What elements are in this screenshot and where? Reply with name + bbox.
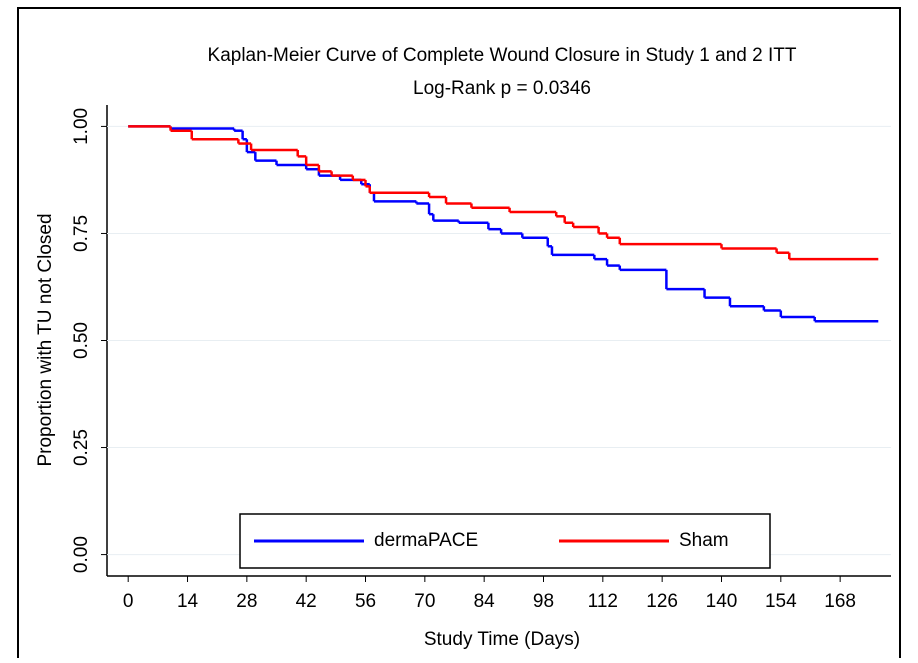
x-tick-label: 168 (824, 591, 856, 612)
x-tick-label: 154 (765, 591, 797, 612)
y-tick-label: 0.00 (71, 536, 92, 573)
x-tick-label: 112 (588, 591, 618, 612)
series-line (128, 125, 879, 261)
x-tick-label: 70 (414, 591, 435, 612)
x-axis-label: Study Time (Days) (424, 629, 580, 650)
y-axis-label: Proportion with TU not Closed (35, 213, 56, 466)
legend-label: Sham (679, 530, 729, 551)
legend-label: dermaPACE (374, 530, 478, 551)
x-tick-label: 28 (236, 591, 257, 612)
x-tick-label: 84 (474, 591, 496, 612)
x-tick-label: 42 (296, 591, 317, 612)
x-tick-label: 126 (646, 591, 678, 612)
x-tick-label: 56 (355, 591, 376, 612)
chart-title: Kaplan-Meier Curve of Complete Wound Clo… (208, 45, 797, 66)
x-tick-label: 14 (177, 591, 199, 612)
x-tick-label: 98 (533, 591, 554, 612)
y-tick-label: 0.25 (71, 429, 92, 466)
y-tick-label: 0.50 (71, 322, 92, 359)
x-tick-label: 140 (706, 591, 738, 612)
y-tick-label: 0.75 (71, 215, 92, 252)
chart-subtitle: Log-Rank p = 0.0346 (413, 78, 591, 99)
x-tick-label: 0 (123, 591, 134, 612)
y-tick-label: 1.00 (71, 108, 92, 145)
